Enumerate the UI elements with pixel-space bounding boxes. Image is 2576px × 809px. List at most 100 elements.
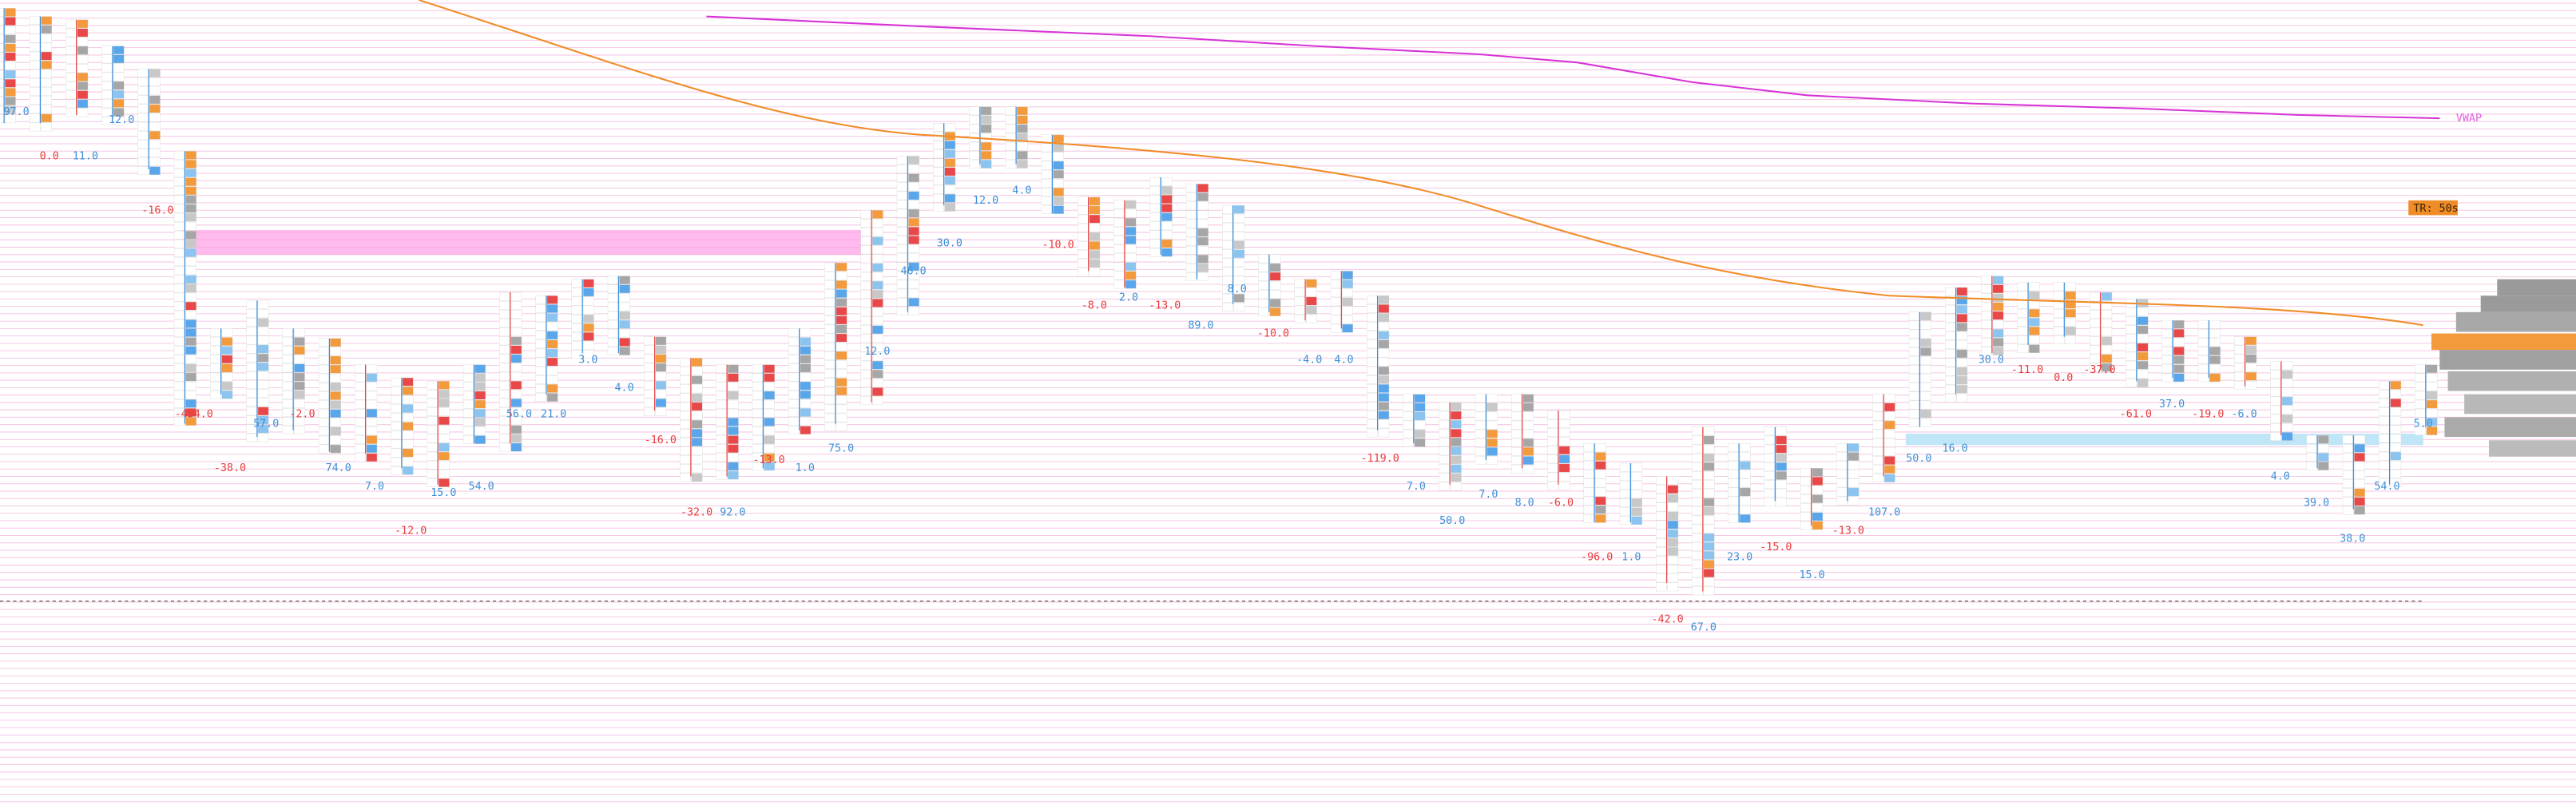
footprint-cell — [173, 186, 185, 196]
footprint-cell — [2390, 399, 2402, 407]
footprint-cell — [185, 337, 196, 346]
footprint-cell — [691, 367, 703, 375]
delta-label: 39.0 — [2304, 497, 2329, 509]
footprint-cell — [4, 88, 16, 97]
footprint-cell — [137, 86, 149, 96]
footprint-cell — [185, 346, 196, 355]
footprint-cell — [173, 346, 185, 355]
footprint-cell — [1944, 349, 1956, 359]
footprint-cell — [1378, 304, 1390, 313]
footprint-cell — [1703, 426, 1715, 436]
footprint-cell — [607, 276, 619, 285]
footprint-cell — [101, 81, 113, 90]
delta-label: -16.0 — [645, 434, 677, 446]
footprint-cell — [1920, 311, 1931, 321]
footprint-cell — [1547, 428, 1559, 437]
footprint-cell — [800, 363, 812, 373]
footprint-cell — [788, 337, 800, 346]
footprint-cell — [836, 342, 847, 351]
footprint-cell — [4, 97, 16, 105]
footprint-cell — [1185, 255, 1197, 264]
footprint-cell — [1667, 494, 1679, 503]
footprint-cell — [1113, 271, 1125, 280]
footprint-cell — [860, 325, 872, 335]
footprint-cell — [2137, 343, 2149, 352]
footprint-cell — [871, 316, 883, 326]
footprint-cell — [860, 379, 872, 387]
footprint-cell — [2378, 399, 2390, 407]
footprint-cell — [137, 121, 149, 131]
footprint-cell — [1703, 541, 1715, 551]
footprint-cell — [1812, 477, 1824, 486]
footprint-cell — [499, 310, 510, 319]
footprint-cell — [535, 384, 547, 393]
footprint-cell — [1378, 313, 1390, 322]
footprint-cell — [1078, 268, 1089, 277]
footprint-cell — [510, 345, 522, 355]
footprint-cell — [607, 338, 619, 347]
footprint-cell — [1269, 254, 1281, 264]
footprint-cell — [764, 426, 775, 435]
footprint-cell — [474, 373, 486, 383]
footprint-cell — [2161, 373, 2173, 383]
footprint-cell — [149, 140, 161, 149]
footprint-cell — [607, 302, 619, 311]
footprint-cell — [1403, 394, 1415, 403]
footprint-cell — [1992, 302, 2004, 311]
footprint-cell — [619, 302, 630, 311]
delta-label: 4.0 — [1334, 354, 1353, 366]
footprint-cell — [427, 442, 439, 452]
footprint-cell — [980, 133, 992, 142]
footprint-cell — [2415, 391, 2427, 400]
footprint-cell — [2173, 319, 2185, 329]
footprint-cell — [1378, 384, 1390, 393]
footprint-cell — [644, 371, 655, 381]
footprint-cell — [1992, 328, 2004, 338]
footprint-cell — [824, 262, 836, 272]
footprint-cell — [1656, 556, 1667, 565]
footprint-cell — [860, 316, 872, 326]
footprint-cell — [462, 382, 474, 391]
footprint-cell — [137, 166, 149, 176]
footprint-cell — [619, 293, 630, 303]
footprint-cell — [2065, 318, 2076, 327]
footprint-cell — [1233, 249, 1245, 259]
footprint-cell — [680, 393, 692, 403]
footprint-cell — [4, 69, 16, 79]
delta-label: -8.0 — [1082, 300, 1107, 312]
footprint-cell — [1414, 411, 1426, 421]
footprint-cell — [896, 182, 908, 192]
footprint-cell — [1848, 487, 1860, 497]
footprint-cell — [173, 248, 185, 257]
footprint-cell — [1511, 429, 1522, 438]
footprint-cell — [1149, 221, 1161, 231]
footprint-cell — [1594, 461, 1606, 470]
footprint-cell — [1486, 411, 1498, 421]
footprint-cell — [1908, 391, 1920, 401]
footprint-cell — [499, 336, 510, 346]
footprint-cell — [1908, 400, 1920, 410]
footprint-cell — [969, 115, 981, 125]
footprint-cell — [1812, 494, 1824, 504]
footprint-cell — [1583, 487, 1595, 497]
footprint-cell — [2089, 336, 2101, 346]
footprint-cell — [2101, 336, 2113, 346]
footprint-cell — [0, 78, 5, 88]
footprint-cell — [1656, 476, 1667, 485]
footprint-cell — [582, 288, 594, 297]
footprint-cell — [210, 363, 221, 373]
footprint-cell — [546, 331, 558, 340]
footprint-cell — [41, 69, 52, 78]
footprint-cell — [655, 399, 667, 407]
footprint-cell — [1558, 410, 1570, 419]
footprint-cell — [1113, 208, 1125, 218]
footprint-cell — [101, 117, 113, 125]
footprint-cell — [1692, 577, 1704, 587]
footprint-cell — [2415, 426, 2427, 435]
footprint-cell — [330, 426, 341, 436]
footprint-cell — [1703, 577, 1715, 587]
footprint-cell — [427, 380, 439, 390]
footprint-cell — [1739, 487, 1751, 497]
footprint-cell — [173, 221, 185, 231]
